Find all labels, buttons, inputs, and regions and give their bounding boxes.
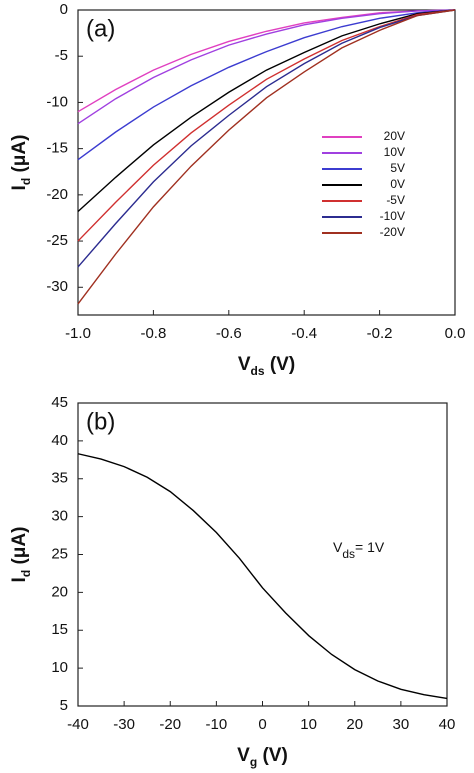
x-tick-label: 20 bbox=[346, 716, 363, 733]
y-axis-label-part: (μA) bbox=[9, 527, 30, 570]
data-line bbox=[77, 9, 456, 161]
y-tick-label: 40 bbox=[51, 432, 68, 449]
y-axis-label: Id (μA) bbox=[9, 527, 33, 583]
data-line bbox=[77, 9, 456, 113]
y-tick-label: -5 bbox=[55, 47, 68, 64]
x-axis-label: Vds (V) bbox=[238, 354, 295, 378]
y-tick-label: -10 bbox=[46, 93, 68, 110]
annotation-part: = 1V bbox=[355, 539, 385, 555]
x-tick-label: -30 bbox=[113, 716, 135, 733]
y-tick-label: 25 bbox=[51, 545, 68, 562]
y-tick-label: -25 bbox=[46, 232, 68, 249]
x-axis-label: Vg (V) bbox=[237, 745, 288, 769]
legend-label: 10V bbox=[384, 145, 405, 159]
legend-label: -5V bbox=[386, 193, 405, 207]
y-tick-label: 35 bbox=[51, 470, 68, 487]
x-tick-label: -0.6 bbox=[216, 325, 242, 342]
x-tick-label: 0.0 bbox=[445, 325, 466, 342]
plot-frame bbox=[77, 402, 448, 707]
annotation-part: ds bbox=[342, 547, 355, 561]
x-axis-label-part: (V) bbox=[257, 745, 288, 766]
x-tick-label: -0.4 bbox=[291, 325, 317, 342]
x-tick-label: -10 bbox=[206, 716, 228, 733]
data-line bbox=[77, 9, 456, 305]
x-tick-label: 30 bbox=[393, 716, 410, 733]
y-tick-label: -30 bbox=[46, 278, 68, 295]
data-line bbox=[77, 9, 456, 213]
x-tick-label: 0 bbox=[258, 716, 266, 733]
legend-label: -20V bbox=[380, 225, 405, 239]
panel-label: (b) bbox=[86, 408, 115, 435]
x-axis-label-part: g bbox=[250, 755, 257, 769]
y-axis-label-part: I bbox=[9, 577, 30, 582]
panel-label: (a) bbox=[86, 15, 115, 42]
y-axis-label-part: (μA) bbox=[9, 135, 30, 178]
data-line bbox=[77, 9, 456, 268]
y-tick-label: -15 bbox=[46, 140, 68, 157]
legend-label: 20V bbox=[384, 129, 405, 143]
y-tick-label: 45 bbox=[51, 394, 68, 411]
plot-frame bbox=[77, 9, 456, 316]
legend-label: -10V bbox=[380, 209, 405, 223]
x-tick-label: -1.0 bbox=[65, 325, 91, 342]
x-tick-label: -20 bbox=[159, 716, 181, 733]
y-tick-label: -20 bbox=[46, 186, 68, 203]
x-tick-label: 40 bbox=[439, 716, 456, 733]
data-line bbox=[77, 453, 448, 700]
x-tick-label: -0.2 bbox=[367, 325, 393, 342]
annotation-part: V bbox=[333, 539, 343, 555]
y-tick-label: 10 bbox=[51, 659, 68, 676]
x-axis-label-part: ds bbox=[251, 364, 265, 378]
x-tick-label: -40 bbox=[67, 716, 89, 733]
x-tick-label: -0.8 bbox=[140, 325, 166, 342]
y-axis-label-part: d bbox=[19, 178, 33, 185]
x-tick-label: 10 bbox=[300, 716, 317, 733]
y-axis-label-part: d bbox=[19, 570, 33, 577]
data-line bbox=[77, 9, 456, 125]
legend-label: 5V bbox=[390, 161, 405, 175]
y-tick-label: 20 bbox=[51, 583, 68, 600]
y-tick-label: 0 bbox=[60, 1, 68, 18]
x-axis-label-part: V bbox=[237, 745, 250, 766]
x-axis-label-part: (V) bbox=[265, 354, 296, 375]
y-axis-label-part: I bbox=[9, 185, 30, 190]
x-axis-label-part: V bbox=[238, 354, 251, 375]
legend-label: 0V bbox=[390, 177, 405, 191]
annotation: Vds= 1V bbox=[333, 539, 385, 561]
y-tick-label: 15 bbox=[51, 621, 68, 638]
y-axis-label: Id (μA) bbox=[9, 135, 33, 191]
y-tick-label: 5 bbox=[60, 697, 68, 714]
y-tick-label: 30 bbox=[51, 508, 68, 525]
data-line bbox=[77, 9, 456, 242]
